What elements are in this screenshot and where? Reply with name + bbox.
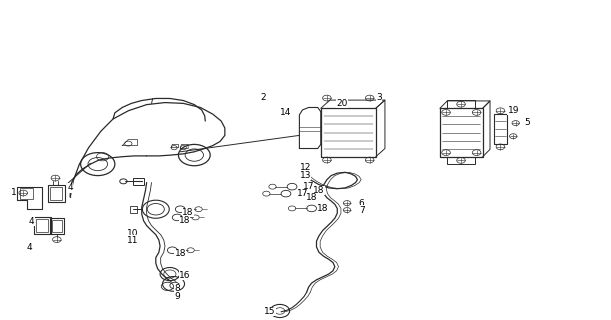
Text: 18: 18 <box>306 193 317 202</box>
Text: 12: 12 <box>300 163 311 172</box>
Text: 17: 17 <box>303 182 314 191</box>
Text: 15: 15 <box>265 307 276 316</box>
Bar <box>321 108 376 157</box>
Bar <box>50 218 64 234</box>
Text: 9: 9 <box>174 292 180 301</box>
Text: 13: 13 <box>300 171 311 180</box>
Text: 4: 4 <box>26 243 32 252</box>
Text: 4: 4 <box>29 217 35 226</box>
Bar <box>36 219 48 232</box>
Bar <box>447 157 475 164</box>
Bar <box>34 217 51 234</box>
Text: 10: 10 <box>128 228 139 237</box>
Text: 7: 7 <box>359 205 365 214</box>
Text: 14: 14 <box>280 108 291 117</box>
Text: 20: 20 <box>337 99 348 108</box>
Bar <box>130 206 137 212</box>
Text: 6: 6 <box>359 199 365 208</box>
Text: 18: 18 <box>313 186 324 195</box>
Bar <box>133 178 144 185</box>
Bar <box>52 220 62 232</box>
Bar <box>440 108 483 157</box>
Bar <box>50 188 62 200</box>
Text: 8: 8 <box>174 284 180 293</box>
Text: 4: 4 <box>67 183 73 192</box>
Bar <box>48 185 65 202</box>
Text: 17: 17 <box>297 189 308 198</box>
Text: 18: 18 <box>175 249 186 258</box>
Bar <box>494 114 507 144</box>
Text: 18: 18 <box>179 216 190 225</box>
Text: 18: 18 <box>183 208 194 217</box>
Text: 2: 2 <box>260 93 266 102</box>
Bar <box>20 188 33 199</box>
Text: 5: 5 <box>524 118 530 127</box>
Bar <box>447 100 475 108</box>
Text: 1: 1 <box>10 188 16 197</box>
Text: 18: 18 <box>317 204 328 213</box>
Text: 11: 11 <box>128 236 139 244</box>
Text: 19: 19 <box>508 106 519 115</box>
Text: 3: 3 <box>376 93 382 102</box>
Text: 16: 16 <box>179 271 190 280</box>
